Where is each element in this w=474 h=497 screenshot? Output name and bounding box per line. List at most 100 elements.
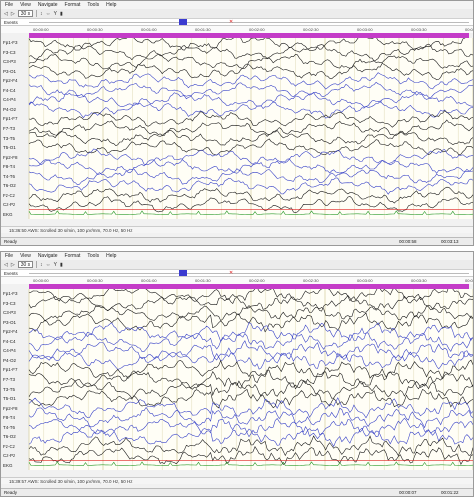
marker-icon[interactable]: Y xyxy=(53,10,58,17)
timeline-cursor[interactable] xyxy=(179,19,187,25)
channel-label[interactable]: Fp2-F4 xyxy=(3,329,18,335)
annotation-bar[interactable] xyxy=(29,284,469,289)
ready-bar: Ready 00:00:07 00:01:22 xyxy=(1,488,473,496)
eeg-trace xyxy=(28,81,473,100)
timeline-track[interactable] xyxy=(29,22,469,23)
channel-label[interactable]: P3-O1 xyxy=(3,68,17,74)
cursor-icon[interactable]: ↕ xyxy=(40,261,43,268)
status-text: 15:39:57 AWS: Scrolled 30 s/min, 100 µV/… xyxy=(9,479,133,484)
channel-label[interactable]: Fz-Cz xyxy=(3,192,15,198)
eeg-plot[interactable]: Fp1-F3 F3-C3 C3-P3 P3-O1 Fp2-F4 F4-C4 C4-P4 P4-… xyxy=(1,38,473,219)
time-tick-label: 00:01:00 xyxy=(141,27,157,32)
channel-label[interactable]: T6-O2 xyxy=(3,434,16,440)
channel-label[interactable]: Fp1-F3 xyxy=(3,291,18,297)
channel-label[interactable]: F3-C3 xyxy=(3,300,16,306)
menu-format[interactable]: Format xyxy=(64,2,81,8)
channel-label[interactable]: P4-O2 xyxy=(3,106,17,112)
eeg-trace xyxy=(28,312,473,333)
eeg-trace xyxy=(28,119,473,136)
channel-label[interactable]: C3-P3 xyxy=(3,59,16,65)
channel-label[interactable]: EKG xyxy=(3,462,13,468)
channel-label[interactable]: EKG xyxy=(3,211,13,217)
channel-label[interactable]: C3-P3 xyxy=(3,310,16,316)
channel-label[interactable]: F8-T4 xyxy=(3,164,16,170)
time-tick-label: 00:02:30 xyxy=(303,27,319,32)
channel-label[interactable]: Cz-Pz xyxy=(3,453,16,459)
channel-label[interactable]: T5-O1 xyxy=(3,145,16,151)
menu-view[interactable]: View xyxy=(20,2,31,8)
eeg-plot[interactable]: Fp1-F3 F3-C3 C3-P3 P3-O1 Fp2-F4 F4-C4 C4-P4 P4-… xyxy=(1,289,473,470)
zoom-select[interactable]: 30 s xyxy=(17,10,34,17)
stop-icon[interactable]: ▮ xyxy=(60,10,63,17)
eeg-trace xyxy=(28,359,473,380)
play-icon[interactable]: ◁ xyxy=(4,10,8,17)
time-ruler: 00:00:00 00:00:30 00:01:00 00:01:30 00:02:00… xyxy=(1,26,473,33)
channel-label[interactable]: Fp2-F8 xyxy=(3,405,18,411)
toolbar-separator xyxy=(36,261,38,268)
eeg-trace xyxy=(28,322,473,343)
stop-icon[interactable]: ▮ xyxy=(60,261,63,268)
marker-icon[interactable]: Y xyxy=(53,261,58,268)
menu-tools[interactable]: Tools xyxy=(87,253,100,259)
menu-file[interactable]: File xyxy=(5,253,14,259)
eeg-trace xyxy=(28,289,473,302)
ready-time-2: 00:03:13 xyxy=(441,239,459,244)
eeg-trace xyxy=(28,340,473,361)
menu-navigate[interactable]: Navigate xyxy=(37,2,58,8)
timeline-track[interactable] xyxy=(29,273,469,274)
menu-bar: File View Navigate Format Tools Help xyxy=(1,252,473,260)
channel-label[interactable]: F3-C3 xyxy=(3,49,16,55)
channel-label[interactable]: F4-C4 xyxy=(3,87,16,93)
channel-label[interactable]: Fp1-F7 xyxy=(3,367,18,373)
eeg-trace xyxy=(28,210,473,215)
zoom-icon[interactable]: ⇔ xyxy=(45,10,51,17)
play-icon[interactable]: ◁ xyxy=(4,261,8,268)
channel-label[interactable]: C4-P4 xyxy=(3,348,16,354)
channel-label[interactable]: C4-P4 xyxy=(3,97,16,103)
channel-label[interactable]: Fp1-F7 xyxy=(3,116,18,122)
menu-format[interactable]: Format xyxy=(64,253,81,259)
channel-label[interactable]: F8-T4 xyxy=(3,415,16,421)
channel-label[interactable]: T3-T5 xyxy=(3,386,16,392)
menu-help[interactable]: Help xyxy=(106,253,117,259)
channel-label[interactable]: Fz-Cz xyxy=(3,443,15,449)
menu-file[interactable]: File xyxy=(5,2,14,8)
channel-label[interactable]: F7-T3 xyxy=(3,126,16,131)
toolbar-separator xyxy=(36,10,38,17)
channel-label[interactable]: Fp1-F3 xyxy=(3,40,18,46)
channel-label[interactable]: F4-C4 xyxy=(3,338,16,344)
channel-label[interactable]: T3-T5 xyxy=(3,135,16,141)
eeg-trace xyxy=(28,186,473,204)
timeline-cursor[interactable] xyxy=(179,270,187,276)
play-icon[interactable]: ▷ xyxy=(10,10,15,17)
menu-view[interactable]: View xyxy=(20,253,31,259)
status-text: 15:36:50 AWS: Scrolled 30 s/min, 100 µV/… xyxy=(9,228,133,233)
eeg-trace xyxy=(28,129,473,147)
eeg-trace xyxy=(28,91,473,108)
eeg-window-bottom: File View Navigate Format Tools Help ◁ ▷… xyxy=(0,251,474,497)
red-marker-icon[interactable]: ✕ xyxy=(229,270,234,276)
channel-label[interactable]: Cz-Pz xyxy=(3,202,16,208)
annotation-bar[interactable] xyxy=(29,33,469,38)
menu-help[interactable]: Help xyxy=(106,2,117,8)
channel-label[interactable]: P3-O1 xyxy=(3,319,17,325)
channel-label[interactable]: Fp2-F8 xyxy=(3,154,18,160)
zoom-icon[interactable]: ⇔ xyxy=(45,261,51,268)
menu-navigate[interactable]: Navigate xyxy=(37,253,58,259)
channel-label[interactable]: T5-O1 xyxy=(3,396,16,402)
red-marker-icon[interactable]: ✕ xyxy=(229,19,234,25)
time-tick-label: 00:00:00 xyxy=(33,278,49,283)
channel-label[interactable]: T4-T6 xyxy=(3,424,16,430)
channel-label[interactable]: F7-T3 xyxy=(3,377,16,382)
channel-label[interactable]: T4-T6 xyxy=(3,173,16,179)
eeg-window-top: File View Navigate Format Tools Help ◁ ▷… xyxy=(0,0,474,246)
channel-label[interactable]: Fp2-F4 xyxy=(3,78,18,84)
play-icon[interactable]: ▷ xyxy=(10,261,15,268)
cursor-icon[interactable]: ↕ xyxy=(40,10,43,17)
eeg-trace xyxy=(28,138,473,156)
channel-label[interactable]: T6-O2 xyxy=(3,183,16,189)
channel-label[interactable]: P4-O2 xyxy=(3,357,17,363)
menu-tools[interactable]: Tools xyxy=(87,2,100,8)
ready-time-1: 00:00:07 xyxy=(399,490,417,495)
zoom-select[interactable]: 30 s xyxy=(17,261,34,268)
